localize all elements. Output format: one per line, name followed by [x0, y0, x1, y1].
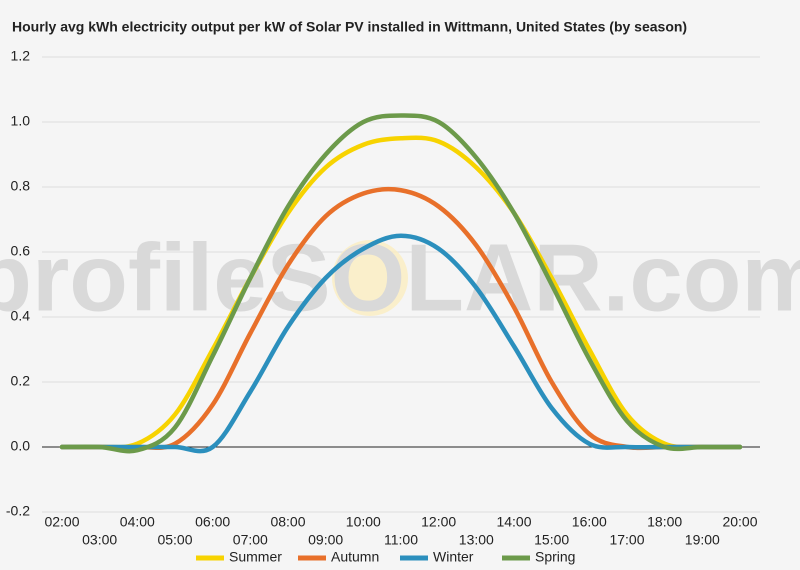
y-tick-label: 0.4 [11, 308, 31, 324]
x-tick-label: 04:00 [120, 514, 155, 530]
x-tick-label: 09:00 [308, 532, 343, 548]
x-tick-label: 05:00 [157, 532, 192, 548]
series-line [59, 233, 743, 454]
x-tick-label: 07:00 [233, 532, 268, 548]
y-tick-label: 0.6 [11, 243, 31, 259]
y-tick-label: 0.8 [11, 178, 31, 194]
x-tick-label: 13:00 [459, 532, 494, 548]
y-tick-label: 1.0 [11, 113, 31, 129]
x-tick-label: 14:00 [496, 514, 531, 530]
chart-title: Hourly avg kWh electricity output per kW… [12, 19, 687, 35]
x-tick-label: 18:00 [647, 514, 682, 530]
x-tick-label: 16:00 [572, 514, 607, 530]
watermark: profileSOLAR.com [0, 224, 800, 331]
series-line [59, 135, 743, 450]
legend-label: Summer [229, 549, 282, 565]
y-tick-label: -0.2 [6, 503, 30, 519]
x-tick-label: 08:00 [270, 514, 305, 530]
series-line [59, 113, 743, 454]
x-tick-label: 02:00 [44, 514, 79, 530]
x-tick-label: 06:00 [195, 514, 230, 530]
y-tick-label: 0.2 [11, 373, 31, 389]
y-tick-label: 1.2 [11, 48, 31, 64]
x-tick-label: 10:00 [346, 514, 381, 530]
x-tick-label: 15:00 [534, 532, 569, 548]
x-tick-label: 19:00 [685, 532, 720, 548]
legend-label: Spring [535, 549, 575, 565]
x-tick-label: 03:00 [82, 532, 117, 548]
x-tick-label: 11:00 [384, 532, 418, 548]
x-tick-label: 20:00 [722, 514, 757, 530]
legend-label: Winter [433, 549, 474, 565]
legend-label: Autumn [331, 549, 379, 565]
y-tick-label: 0.0 [11, 438, 31, 454]
x-tick-label: 12:00 [421, 514, 456, 530]
x-tick-label: 17:00 [609, 532, 644, 548]
